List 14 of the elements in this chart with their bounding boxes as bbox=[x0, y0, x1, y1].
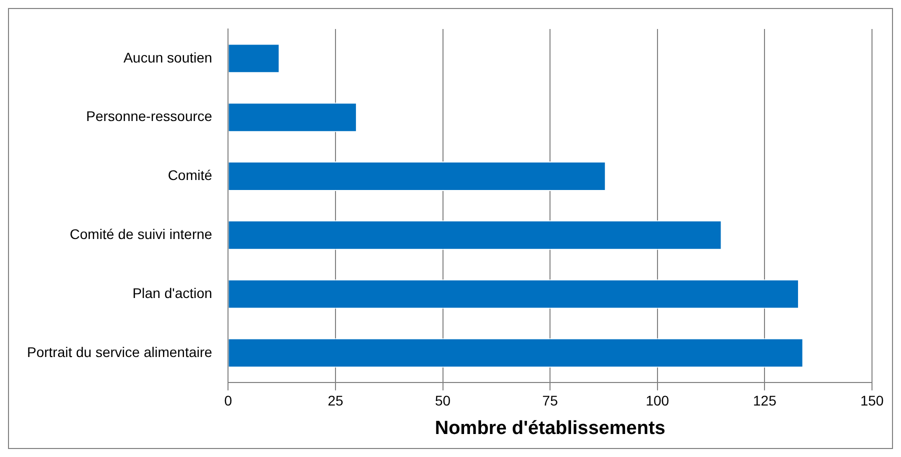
y-tick-label: Plan d'action bbox=[132, 284, 212, 301]
x-tick-label: 50 bbox=[435, 392, 451, 409]
y-tick-label: Portrait du service alimentaire bbox=[27, 344, 212, 360]
x-tick-label: 0 bbox=[224, 392, 232, 409]
x-tick-label: 125 bbox=[753, 392, 777, 409]
y-tick-label: Aucun soutien bbox=[123, 49, 212, 66]
y-tick-label: Personne-ressource bbox=[86, 108, 212, 124]
x-tick-label: 75 bbox=[542, 392, 558, 409]
x-tick-label: 100 bbox=[646, 392, 670, 409]
y-tick-label: Comité bbox=[168, 167, 212, 184]
x-tick-label: 150 bbox=[860, 392, 884, 409]
x-axis-title: Nombre d'établissements bbox=[434, 418, 666, 439]
x-tick-label: 25 bbox=[328, 392, 344, 409]
y-tick-label: Comité de suivi interne bbox=[70, 226, 212, 242]
